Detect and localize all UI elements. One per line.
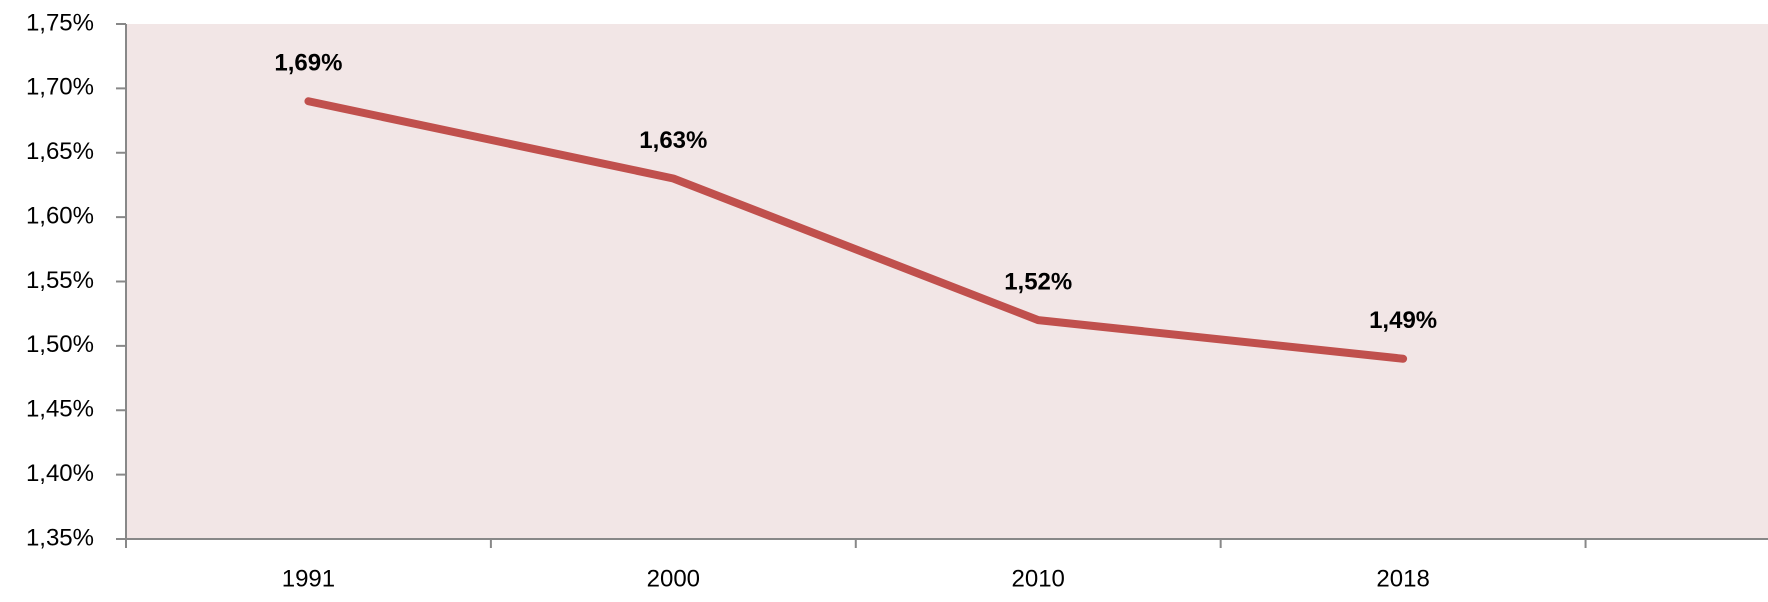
y-tick-label: 1,45% — [26, 396, 94, 423]
data-label: 1,49% — [1369, 307, 1437, 334]
y-tick-label: 1,55% — [26, 267, 94, 294]
x-tick-label: 2010 — [1012, 565, 1065, 592]
data-label: 1,52% — [1004, 268, 1072, 295]
y-tick-label: 1,70% — [26, 74, 94, 101]
x-tick-label: 2018 — [1376, 565, 1429, 592]
data-label: 1,63% — [639, 127, 707, 154]
y-tick-label: 1,40% — [26, 460, 94, 487]
y-tick-label: 1,60% — [26, 202, 94, 229]
y-tick-label: 1,65% — [26, 138, 94, 165]
y-tick-label: 1,35% — [26, 524, 94, 551]
line — [304, 97, 1408, 363]
y-tick-label: 1,50% — [26, 331, 94, 358]
x-tick-label: 2000 — [647, 565, 700, 592]
x-tick-label: 1991 — [282, 565, 335, 592]
data-label: 1,69% — [274, 50, 342, 77]
y-tick-label: 1,75% — [26, 9, 94, 36]
